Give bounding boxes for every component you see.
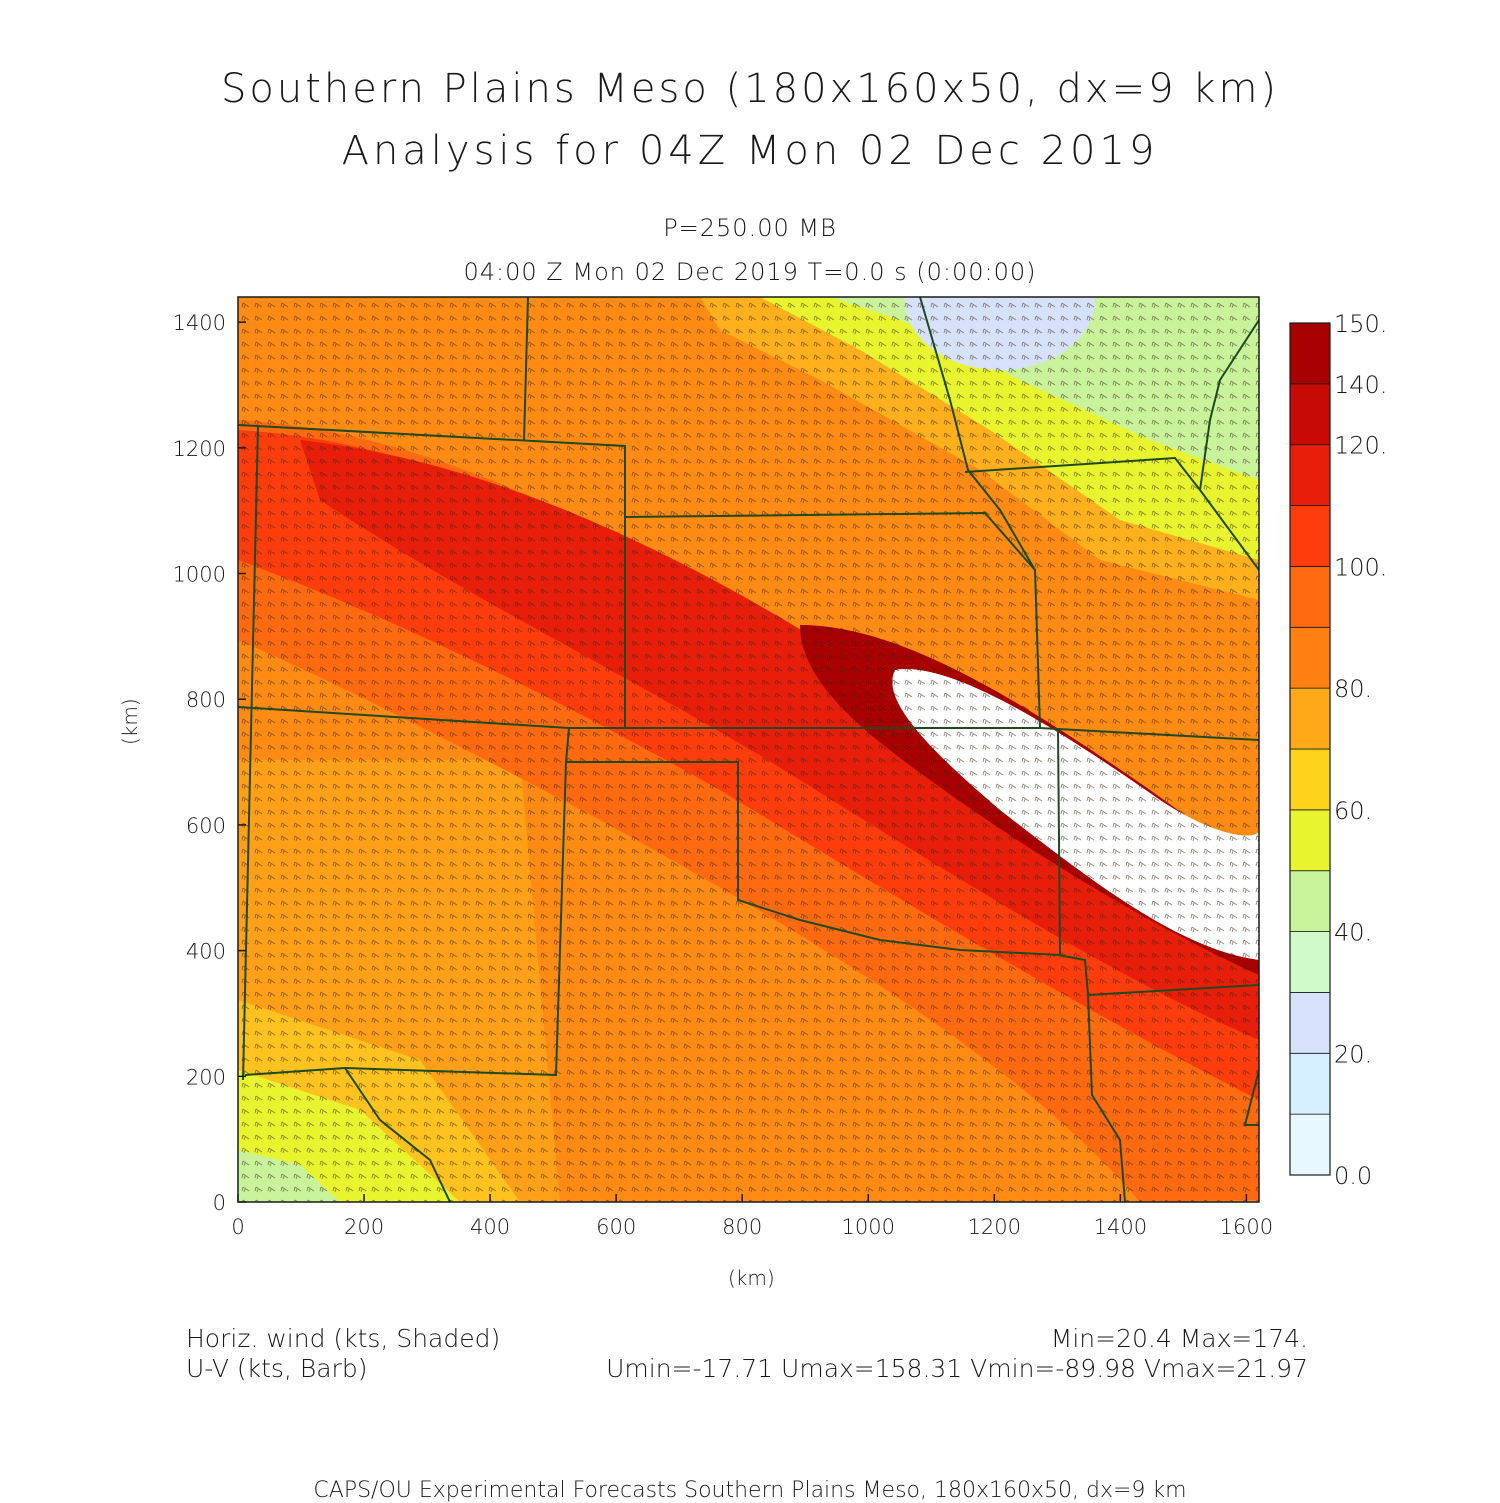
y-tick-label: 1200 <box>173 437 226 461</box>
missouri-arkansas-boundary <box>1039 727 1259 741</box>
oklahoma-boundary <box>238 706 1062 957</box>
plot-frame <box>237 296 1260 1203</box>
colorbar-swatch <box>1289 505 1331 567</box>
colorbar-label: 150. <box>1334 310 1387 338</box>
colorado-boundary <box>238 424 626 729</box>
gulf-coast <box>1243 1069 1259 1126</box>
stats-min-max: Min=20.4 Max=174. <box>1050 1324 1308 1353</box>
y-tick-label: 400 <box>186 940 226 964</box>
colorbar-swatch <box>1289 748 1331 811</box>
x-tick-label: 1200 <box>968 1215 1021 1239</box>
x-tick-label: 1600 <box>1220 1215 1273 1239</box>
colorbar-label: 140. <box>1334 371 1387 399</box>
colorbar-swatch <box>1289 931 1331 993</box>
y-axis-ticks: 0 200 400 600 800 1000 1200 1400 <box>173 311 246 1215</box>
missouri-river <box>919 297 1036 571</box>
x-tick-label: 200 <box>344 1215 384 1239</box>
colorbar-label: 40. <box>1334 919 1372 947</box>
colorbar-swatch <box>1289 444 1331 506</box>
shade-50 <box>238 1150 340 1202</box>
shade-ne-50 <box>830 297 1259 480</box>
wind-speed-field <box>238 297 1259 1202</box>
y-tick-label: 600 <box>186 814 226 838</box>
colorbar-swatch <box>1289 626 1331 689</box>
chart-title: Southern Plains Meso (180x160x50, dx=9 k… <box>220 66 1280 112</box>
x-axis-label: (km) <box>728 1266 775 1290</box>
colorbar-label: 80. <box>1334 675 1372 703</box>
y-axis-label: (km) <box>118 698 142 745</box>
iowa-missouri-boundary <box>964 456 1201 491</box>
y-tick-label: 0 <box>213 1191 226 1215</box>
x-tick-label: 1000 <box>842 1215 895 1239</box>
chart-subtitle-analysis: Analysis for 04Z Mon 02 Dec 2019 <box>341 128 1159 174</box>
colorbar-swatch <box>1289 870 1331 932</box>
colorbar-label: 0.0 <box>1334 1162 1372 1190</box>
state-boundaries <box>238 297 1259 1202</box>
colorbar-swatch <box>1289 809 1331 872</box>
colorbar-frame <box>1289 322 1331 1176</box>
colorbar-swatch <box>1289 383 1331 446</box>
pressure-level: P=250.00 MB <box>663 214 837 242</box>
arkansas-louisiana-boundary <box>1057 954 1259 997</box>
colorbar-swatch <box>1289 1113 1331 1176</box>
colorbar: 0.0 20. 40. 60. 80. 100. 120. 140. 150. <box>1289 310 1387 1190</box>
colorbar-swatch <box>1289 322 1331 385</box>
footer-credit: CAPS/OU Experimental Forecasts Southern … <box>313 1478 1187 1503</box>
colorbar-swatch <box>1289 687 1331 750</box>
colorbar-swatch <box>1289 992 1331 1054</box>
shade-130 <box>300 440 1259 1040</box>
rio-grande <box>344 1067 451 1202</box>
legend-barb: U-V (kts, Barb) <box>186 1354 368 1383</box>
x-tick-label: 1400 <box>1094 1215 1147 1239</box>
y-tick-label: 800 <box>186 688 226 712</box>
y-tick-label: 200 <box>186 1065 226 1089</box>
new-mexico-texas-boundary <box>244 761 567 1077</box>
mississippi-river <box>1198 319 1259 571</box>
utah-boundary <box>242 425 259 1081</box>
colorbar-label: 120. <box>1334 432 1387 460</box>
stats-uv: Umin=-17.71 Umax=158.31 Vmin=-89.98 Vmax… <box>606 1354 1308 1383</box>
colorbar-swatch <box>1289 566 1331 628</box>
x-tick-label: 0 <box>231 1215 244 1239</box>
x-axis-ticks: 0 200 400 600 800 1000 1200 1400 1600 <box>231 1194 1273 1239</box>
texas-louisiana-boundary <box>1087 994 1126 1202</box>
wyoming-nebraska-boundary <box>523 297 529 441</box>
y-tick-label: 1400 <box>173 311 226 335</box>
y-tick-label: 1000 <box>173 563 226 587</box>
colorbar-label: 60. <box>1334 797 1372 825</box>
wind-barb-grid <box>241 302 1259 1202</box>
colorbar-swatch <box>1289 1052 1331 1115</box>
colorbar-label: 20. <box>1334 1040 1372 1068</box>
shade-above-150 <box>892 669 1259 960</box>
colorbar-label: 100. <box>1334 553 1387 581</box>
x-tick-label: 400 <box>470 1215 510 1239</box>
x-tick-label: 600 <box>596 1215 636 1239</box>
x-tick-label: 800 <box>722 1215 762 1239</box>
valid-time: 04:00 Z Mon 02 Dec 2019 T=0.0 s (0:00:00… <box>463 258 1037 286</box>
shade-ne-20 <box>905 297 1095 370</box>
legend-shaded: Horiz. wind (kts, Shaded) <box>186 1324 501 1353</box>
